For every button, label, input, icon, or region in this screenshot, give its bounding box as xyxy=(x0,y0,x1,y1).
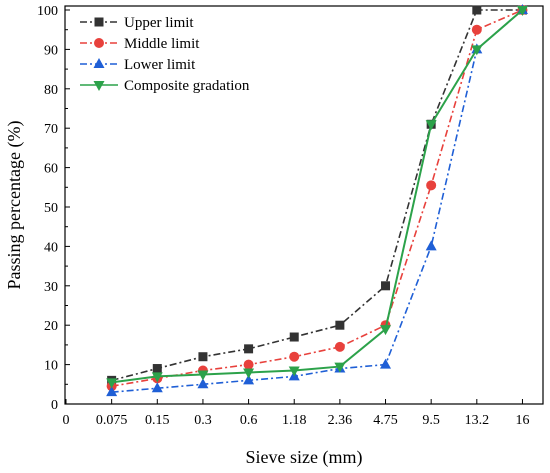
data-point xyxy=(334,362,346,373)
data-point xyxy=(151,372,163,383)
data-point xyxy=(243,359,254,370)
y-axis: 0 10 20 30 40 50 60 70 80 90 100 xyxy=(37,4,70,413)
y-tick-label: 100 xyxy=(37,4,58,19)
data-point xyxy=(243,368,255,379)
series-line xyxy=(111,9,523,382)
legend: Upper limit Middle limit Lower limit Compos… xyxy=(80,15,250,94)
x-tick-label: 0.3 xyxy=(194,413,212,428)
x-tick-label: 1.18 xyxy=(282,413,307,428)
legend-label: Upper limit xyxy=(124,15,194,31)
data-point xyxy=(426,180,437,191)
y-tick-label: 90 xyxy=(44,43,58,58)
legend-marker xyxy=(93,81,105,91)
data-point xyxy=(334,341,345,352)
data-point xyxy=(243,374,255,385)
x-tick-label: 2.36 xyxy=(328,413,353,428)
data-point xyxy=(472,5,482,15)
data-point xyxy=(425,240,437,251)
legend-label: Composite gradation xyxy=(124,78,250,94)
x-tick-label: 13.2 xyxy=(465,413,490,428)
x-tick-label: 0.075 xyxy=(96,413,128,428)
y-tick-label: 60 xyxy=(44,162,58,177)
y-tick-label: 70 xyxy=(44,122,58,137)
y-tick-label: 80 xyxy=(44,83,58,98)
data-point xyxy=(516,6,528,16)
x-tick-label: 0 xyxy=(63,413,70,428)
x-axis-title: Sieve size (mm) xyxy=(246,447,363,468)
x-tick-label: 0.6 xyxy=(240,413,258,428)
legend-marker xyxy=(94,17,104,27)
data-point xyxy=(152,364,162,374)
y-axis-title: Passing percentage (%) xyxy=(4,121,25,290)
legend-item: Middle limit xyxy=(80,36,200,52)
x-tick-label: 9.5 xyxy=(422,413,440,428)
data-point xyxy=(198,352,208,362)
legend-label: Middle limit xyxy=(124,36,200,52)
data-point xyxy=(244,344,254,354)
data-point xyxy=(289,351,300,362)
series-line xyxy=(111,9,524,384)
y-tick-label: 40 xyxy=(44,240,58,255)
data-point xyxy=(151,382,163,393)
legend-item: Composite gradation xyxy=(80,78,250,94)
y-tick-label: 20 xyxy=(44,319,58,334)
series-layer xyxy=(106,4,528,397)
data-point xyxy=(288,366,300,377)
data-point xyxy=(381,281,391,291)
y-tick-label: 10 xyxy=(44,359,58,374)
x-tick-label: 0.15 xyxy=(145,413,170,428)
legend-label: Lower limit xyxy=(124,57,196,73)
data-point xyxy=(197,378,209,389)
y-tick-label: 50 xyxy=(44,201,58,216)
legend-item: Upper limit xyxy=(80,15,194,31)
y-tick-label: 30 xyxy=(44,280,58,295)
y-tick-label: 0 xyxy=(51,398,58,413)
data-point xyxy=(380,325,392,336)
data-point xyxy=(289,332,299,342)
data-point xyxy=(106,378,118,389)
data-point xyxy=(471,45,483,56)
series-line xyxy=(111,9,523,393)
plot-frame xyxy=(64,5,544,405)
x-tick-label: 16 xyxy=(515,413,529,428)
legend-item: Lower limit xyxy=(80,57,196,73)
data-point xyxy=(471,24,482,35)
series-line xyxy=(111,9,523,388)
legend-marker xyxy=(94,38,104,48)
x-tick-label: 4.75 xyxy=(373,413,398,428)
data-point xyxy=(380,358,392,369)
data-point xyxy=(106,386,118,397)
series-triangle-down xyxy=(106,6,528,389)
data-point xyxy=(197,370,209,381)
x-axis: 0 0.075 0.15 0.3 0.6 1.18 2.36 4.75 9.5 13.2 16 xyxy=(63,399,529,428)
legend-marker xyxy=(93,58,105,68)
data-point xyxy=(425,120,437,131)
data-point xyxy=(335,320,345,330)
